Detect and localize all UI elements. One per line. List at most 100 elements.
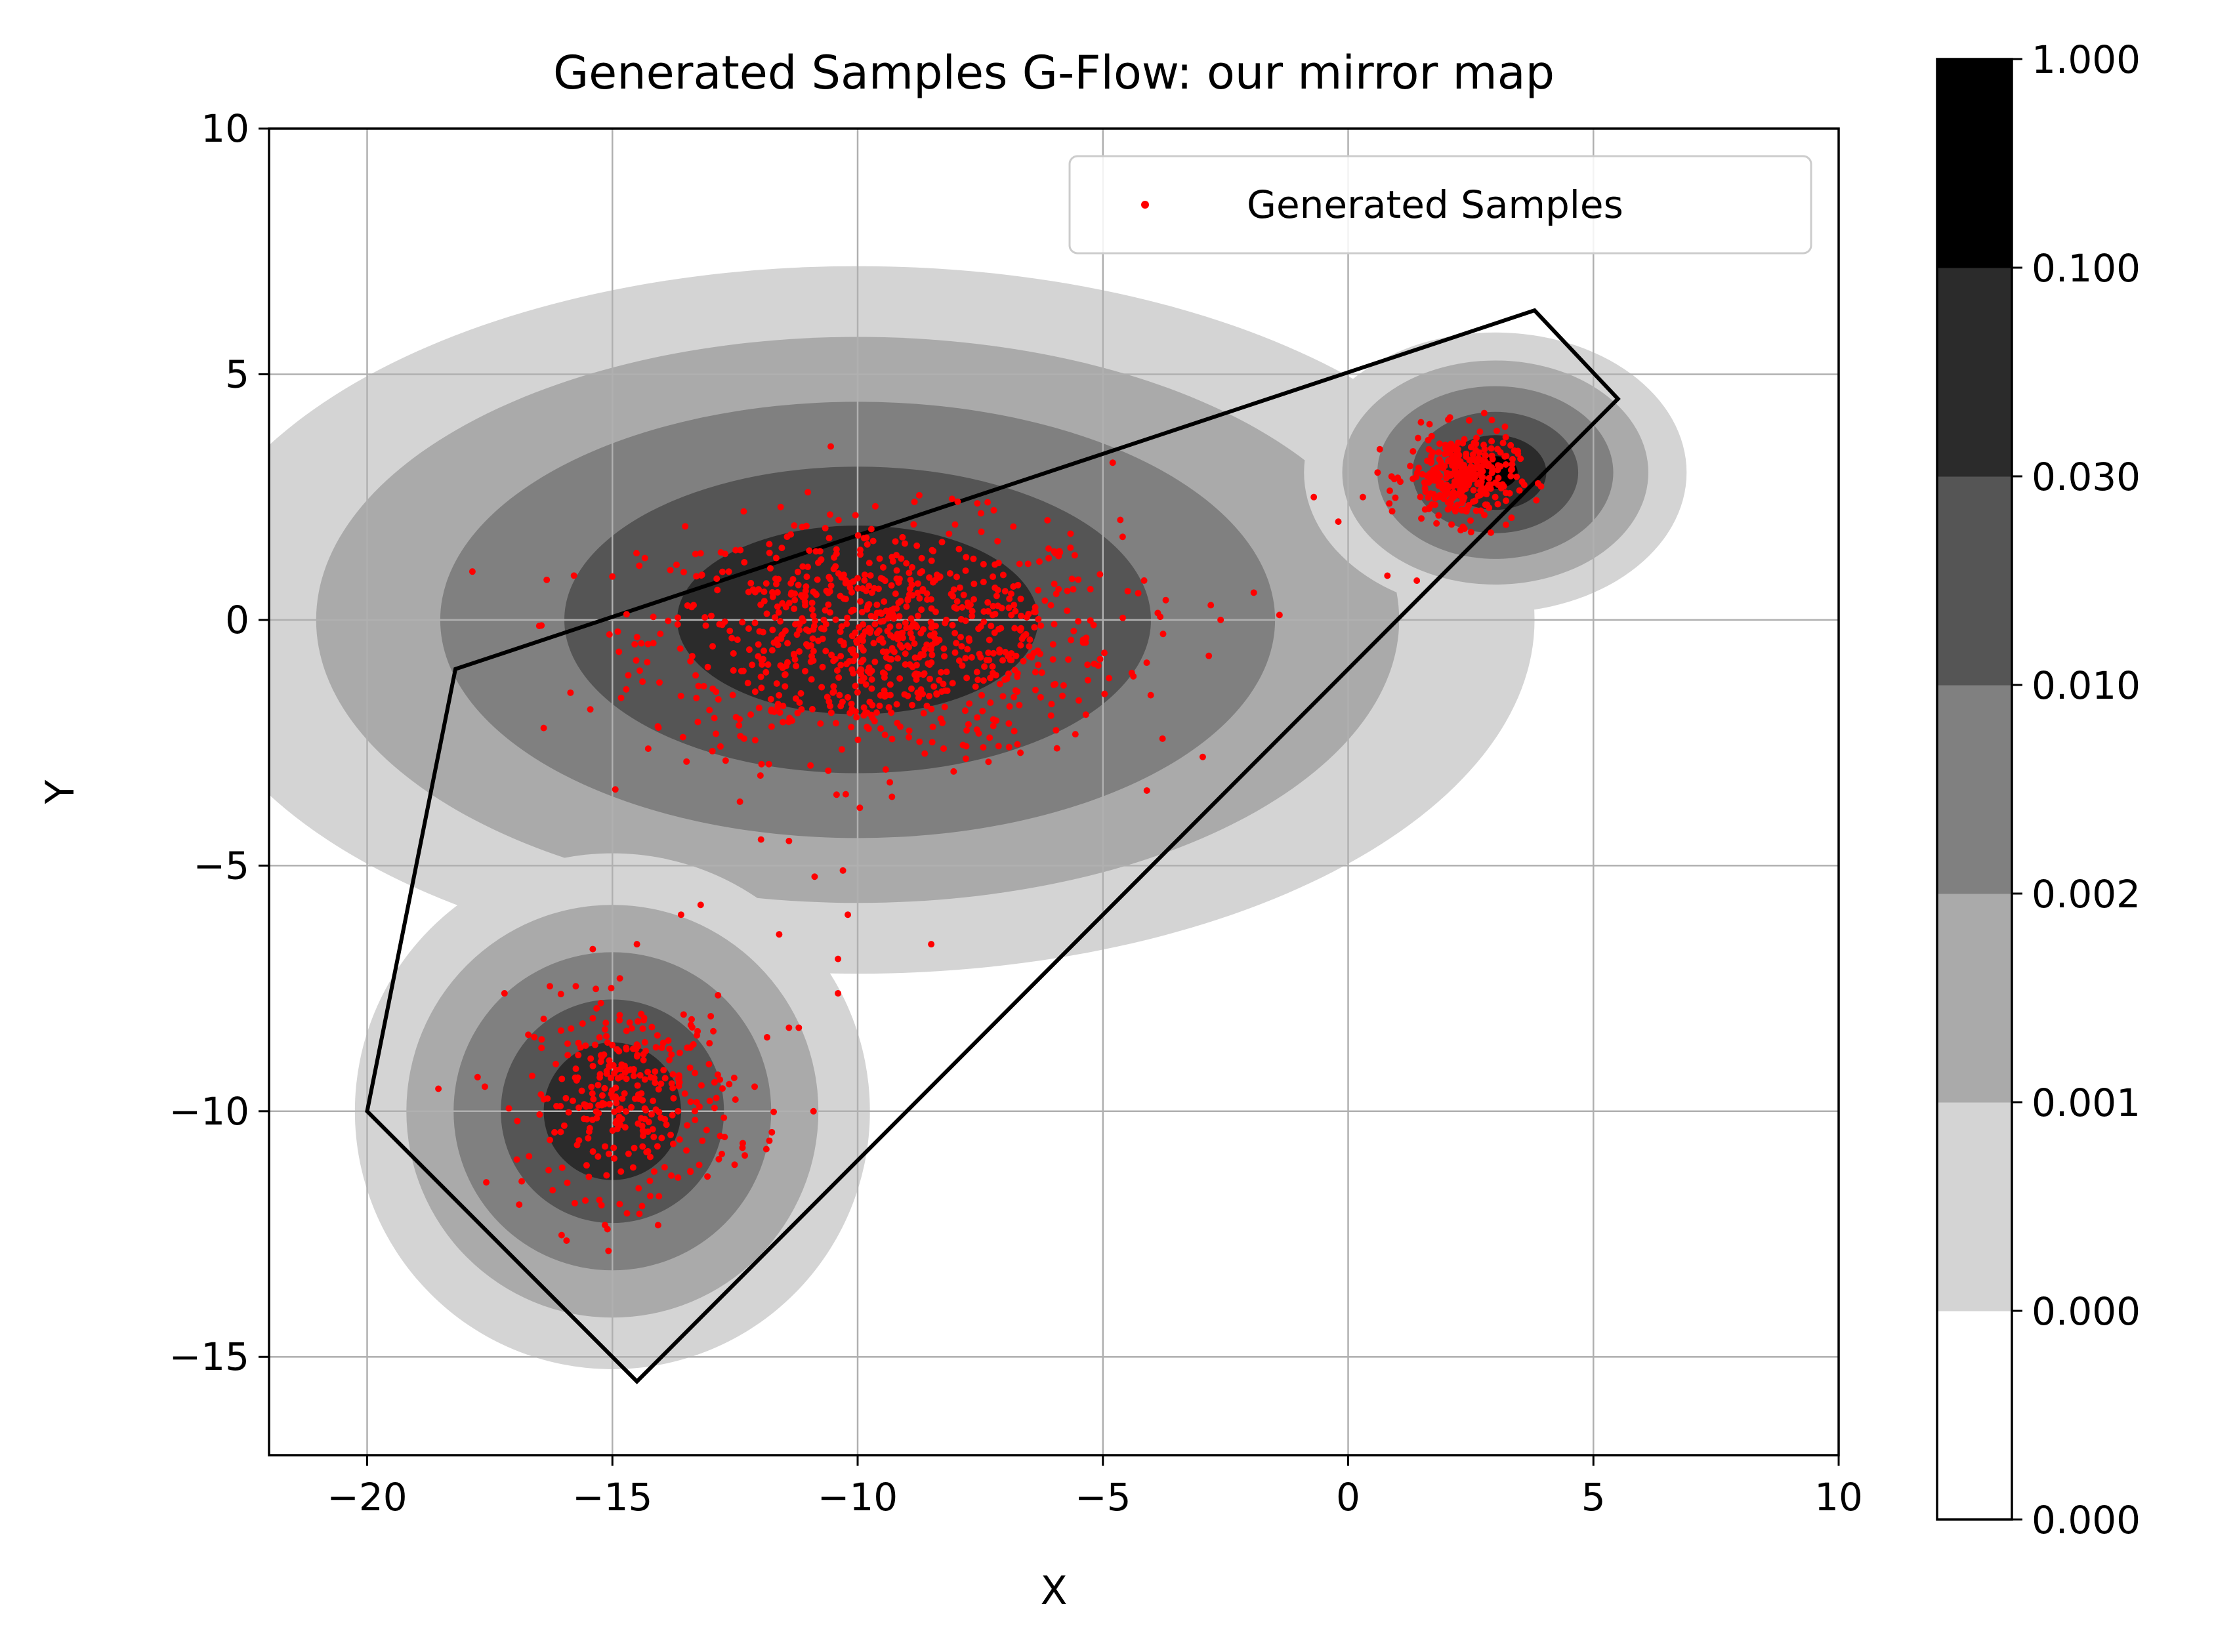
sample-point bbox=[483, 1179, 490, 1186]
sample-point bbox=[697, 550, 704, 557]
sample-point bbox=[516, 1201, 523, 1208]
colorbar-tick-label: 0.000 bbox=[2032, 1289, 2141, 1334]
sample-point bbox=[950, 768, 957, 775]
sample-point bbox=[886, 655, 893, 663]
sample-point bbox=[941, 703, 948, 711]
sample-point bbox=[1449, 461, 1456, 468]
sample-point bbox=[634, 1082, 641, 1089]
sample-point bbox=[772, 554, 780, 562]
sample-point bbox=[469, 568, 476, 575]
sample-point bbox=[805, 627, 812, 634]
sample-point bbox=[1435, 449, 1442, 456]
sample-point bbox=[587, 706, 594, 713]
sample-point bbox=[569, 1097, 576, 1104]
sample-point bbox=[635, 1120, 642, 1127]
sample-point bbox=[525, 1031, 532, 1039]
sample-point bbox=[669, 1140, 677, 1147]
sample-point bbox=[631, 1144, 638, 1151]
sample-point bbox=[747, 711, 755, 718]
sample-point bbox=[1084, 661, 1091, 669]
sample-point bbox=[616, 975, 623, 982]
sample-point bbox=[951, 521, 959, 528]
sample-point bbox=[722, 757, 729, 764]
sample-point bbox=[849, 606, 856, 613]
sample-point bbox=[913, 661, 920, 669]
sample-point bbox=[551, 1128, 558, 1136]
x-tick-label: 5 bbox=[1581, 1475, 1606, 1519]
sample-point bbox=[877, 575, 885, 582]
sample-point bbox=[703, 1126, 710, 1134]
sample-point bbox=[819, 663, 826, 671]
sample-point bbox=[873, 601, 881, 608]
sample-point bbox=[791, 522, 798, 529]
sample-point bbox=[598, 1201, 605, 1208]
sample-point bbox=[1075, 576, 1082, 583]
sample-point bbox=[898, 644, 906, 651]
sample-point bbox=[856, 804, 864, 812]
sample-point bbox=[1473, 507, 1480, 514]
sample-point bbox=[898, 555, 905, 562]
sample-point bbox=[1386, 487, 1393, 495]
sample-point bbox=[780, 718, 787, 726]
sample-point bbox=[732, 714, 740, 721]
sample-point bbox=[588, 1083, 595, 1090]
sample-point bbox=[1463, 450, 1470, 457]
sample-point bbox=[806, 547, 813, 554]
sample-point bbox=[514, 1117, 521, 1125]
sample-point bbox=[1130, 672, 1137, 680]
sample-point bbox=[1064, 587, 1071, 594]
sample-point bbox=[596, 1074, 604, 1081]
sample-point bbox=[1518, 478, 1526, 485]
sample-point bbox=[709, 643, 717, 650]
sample-point bbox=[882, 766, 889, 773]
sample-point bbox=[630, 1072, 637, 1079]
sample-point bbox=[964, 646, 971, 653]
sample-point bbox=[869, 537, 877, 545]
sample-point bbox=[876, 702, 883, 709]
sample-point bbox=[777, 503, 784, 510]
sample-point bbox=[777, 662, 784, 669]
sample-point bbox=[963, 743, 970, 750]
sample-point bbox=[877, 692, 884, 699]
sample-point bbox=[657, 630, 664, 638]
sample-point bbox=[1035, 558, 1043, 566]
sample-point bbox=[623, 1046, 630, 1053]
sample-point bbox=[675, 1083, 682, 1090]
axis-ticks: −20 −15 −10 −5 0 5 10 −15 −10 −5 0 5 10 bbox=[169, 106, 1863, 1519]
sample-point bbox=[992, 561, 999, 568]
colorbar-tick-label: 1.000 bbox=[2032, 37, 2141, 82]
sample-point bbox=[531, 1033, 538, 1041]
sample-point bbox=[799, 563, 806, 570]
sample-point bbox=[695, 682, 702, 690]
sample-point bbox=[979, 707, 986, 714]
sample-point bbox=[617, 1105, 624, 1112]
sample-point bbox=[965, 635, 972, 642]
sample-point bbox=[1026, 636, 1034, 644]
sample-point bbox=[731, 1161, 738, 1168]
sample-point bbox=[920, 671, 927, 678]
sample-point bbox=[1008, 657, 1015, 664]
sample-point bbox=[1101, 690, 1108, 697]
sample-point bbox=[759, 629, 766, 636]
sample-point bbox=[1250, 589, 1257, 596]
sample-point bbox=[848, 589, 856, 596]
sample-point bbox=[848, 666, 856, 673]
sample-point bbox=[768, 647, 776, 654]
sample-point bbox=[768, 1128, 776, 1136]
sample-point bbox=[860, 632, 867, 639]
sample-point bbox=[732, 1096, 739, 1103]
sample-point bbox=[837, 628, 844, 635]
sample-point bbox=[699, 1137, 706, 1144]
sample-point bbox=[623, 686, 630, 693]
sample-point bbox=[1425, 445, 1432, 453]
sample-point bbox=[603, 1172, 610, 1179]
sample-point bbox=[616, 1012, 623, 1019]
sample-point bbox=[741, 559, 748, 566]
sample-point bbox=[686, 1168, 694, 1175]
y-tick-label: −10 bbox=[169, 1089, 249, 1134]
sample-point bbox=[1421, 506, 1429, 513]
sample-point bbox=[1424, 457, 1431, 465]
sample-point bbox=[1011, 693, 1018, 701]
sample-point bbox=[977, 623, 984, 630]
sample-point bbox=[1119, 533, 1126, 541]
